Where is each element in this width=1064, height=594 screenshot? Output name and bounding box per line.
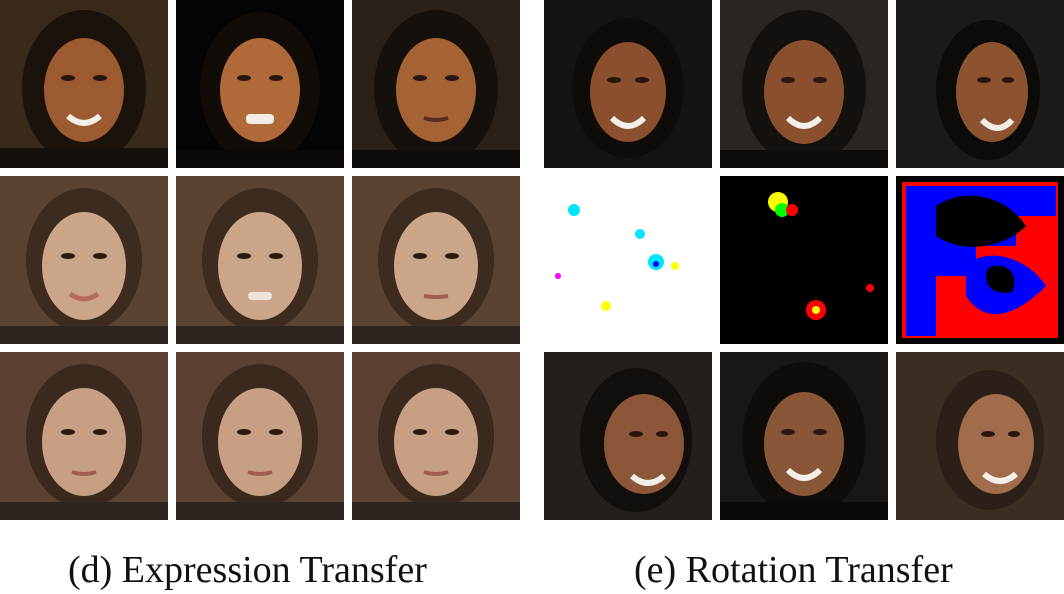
face-image: [176, 176, 344, 344]
mask-image: [720, 176, 888, 344]
face-image: [544, 0, 712, 168]
caption-expression-transfer: (d) Expression Transfer: [68, 549, 427, 591]
face-image: [0, 352, 168, 520]
caption-rotation-transfer: (e) Rotation Transfer: [634, 549, 953, 591]
face-image: [176, 352, 344, 520]
face-image: [544, 352, 712, 520]
face-image: [720, 352, 888, 520]
face-image: [0, 0, 168, 168]
face-image: [896, 0, 1064, 168]
mask-image: [896, 176, 1064, 344]
panel-expression-transfer: (d) Expression Transfer: [0, 0, 520, 594]
mask-image: [544, 176, 712, 344]
panel-rotation-transfer: (e) Rotation Transfer: [544, 0, 1064, 594]
face-image: [0, 176, 168, 344]
face-image: [352, 176, 520, 344]
face-image: [176, 0, 344, 168]
face-image: [352, 0, 520, 168]
face-image: [896, 352, 1064, 520]
face-image: [720, 0, 888, 168]
face-image: [352, 352, 520, 520]
